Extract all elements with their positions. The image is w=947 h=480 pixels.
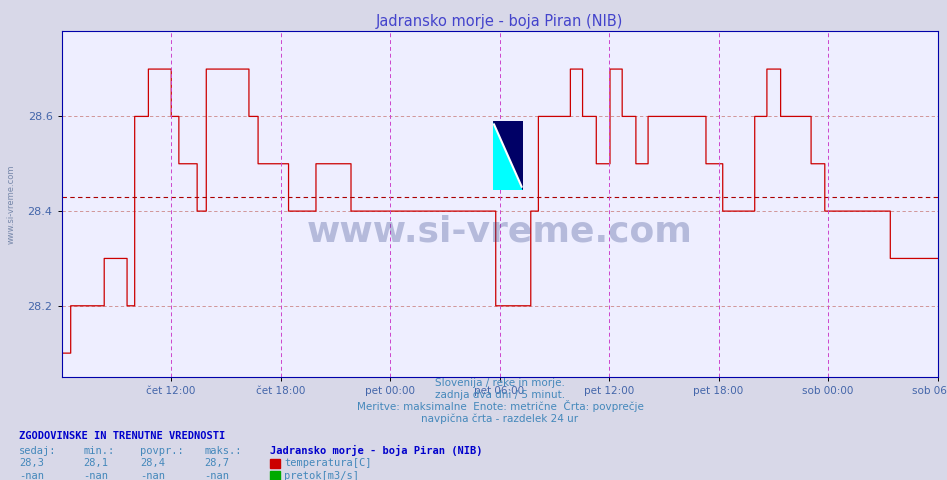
Text: 28,4: 28,4 [140, 458, 165, 468]
Text: -nan: -nan [205, 470, 229, 480]
Text: pretok[m3/s]: pretok[m3/s] [284, 470, 359, 480]
Text: Jadransko morje - boja Piran (NIB): Jadransko morje - boja Piran (NIB) [270, 444, 482, 456]
Text: -nan: -nan [140, 470, 165, 480]
Text: www.si-vreme.com: www.si-vreme.com [307, 215, 692, 249]
Polygon shape [492, 121, 523, 190]
Text: povpr.:: povpr.: [140, 445, 184, 456]
Text: Meritve: maksimalne  Enote: metrične  Črta: povprečje: Meritve: maksimalne Enote: metrične Črta… [357, 400, 643, 412]
Text: maks.:: maks.: [205, 445, 242, 456]
Text: Slovenija / reke in morje.: Slovenija / reke in morje. [435, 378, 565, 388]
Text: 28,7: 28,7 [205, 458, 229, 468]
Text: sedaj:: sedaj: [19, 445, 57, 456]
Text: -nan: -nan [83, 470, 108, 480]
Text: temperatura[C]: temperatura[C] [284, 458, 371, 468]
Text: navpična črta - razdelek 24 ur: navpična črta - razdelek 24 ur [421, 414, 579, 424]
Text: ZGODOVINSKE IN TRENUTNE VREDNOSTI: ZGODOVINSKE IN TRENUTNE VREDNOSTI [19, 431, 225, 441]
Text: -nan: -nan [19, 470, 44, 480]
Text: min.:: min.: [83, 445, 115, 456]
Text: zadnja dva dni / 5 minut.: zadnja dva dni / 5 minut. [435, 390, 565, 400]
Text: 28,1: 28,1 [83, 458, 108, 468]
Title: Jadransko morje - boja Piran (NIB): Jadransko morje - boja Piran (NIB) [376, 13, 623, 29]
Text: 28,3: 28,3 [19, 458, 44, 468]
Polygon shape [492, 121, 523, 190]
Text: www.si-vreme.com: www.si-vreme.com [7, 164, 15, 244]
